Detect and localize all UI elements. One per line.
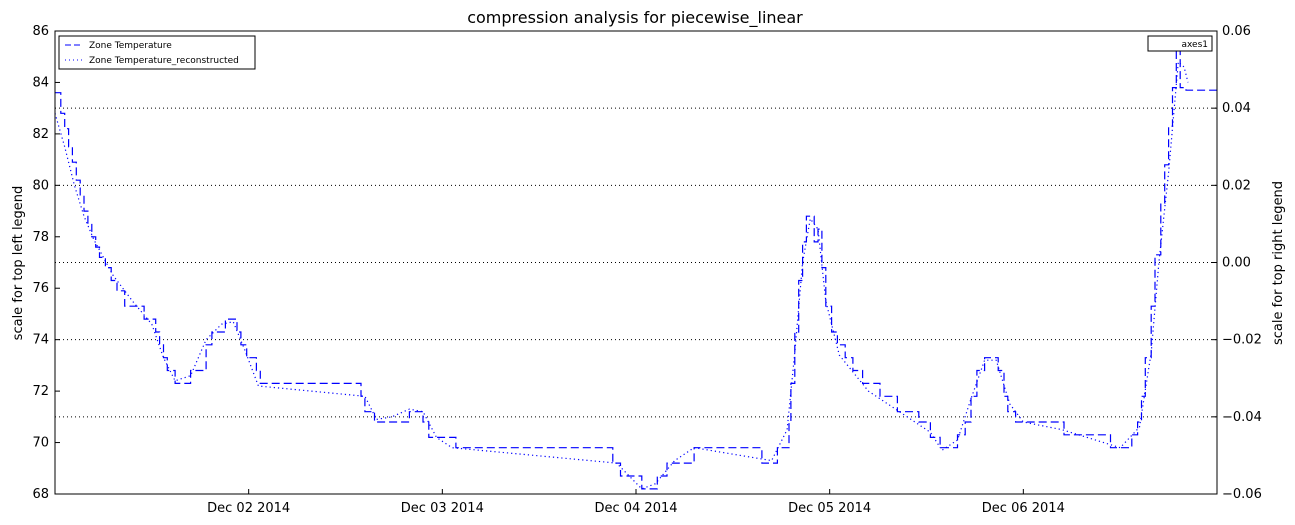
y2-tick-label-1: −0.04	[1222, 410, 1262, 425]
legend-left: Zone Temperature Zone Temperature_recons…	[58, 35, 256, 70]
series-layer	[54, 48, 1217, 490]
y-tick-label-0: 68	[32, 487, 49, 502]
chart-title: compression analysis for piecewise_linea…	[467, 8, 803, 28]
y2-axis-title: scale for top right legend	[1271, 181, 1286, 345]
axis-ticks: 68 70 72 74 76 78 80 82 84 86 −0.06 −0.04 −0.02 0.00 0…	[32, 24, 1261, 516]
y-tick-label-1: 70	[32, 436, 49, 451]
x-tick-label-2: Dec 04 2014	[594, 501, 677, 516]
grid-lines	[55, 107, 1217, 418]
y-tick-label-2: 72	[32, 384, 49, 399]
y-tick-label-3: 74	[32, 333, 49, 348]
legend-left-label-1: Zone Temperature_reconstructed	[89, 56, 239, 66]
series-line-0	[55, 48, 1217, 490]
y-tick-label-9: 86	[32, 24, 49, 39]
y2-tick-label-6: 0.06	[1222, 24, 1251, 39]
y2-tick-label-2: −0.02	[1222, 333, 1262, 348]
x-tick-label-1: Dec 03 2014	[401, 501, 484, 516]
legend-right: axes1	[1147, 35, 1213, 52]
y-axis-title: scale for top left legend	[11, 186, 26, 341]
y2-tick-label-0: −0.06	[1222, 487, 1262, 502]
y2-tick-label-4: 0.02	[1222, 178, 1251, 193]
x-tick-label-0: Dec 02 2014	[207, 501, 290, 516]
x-tick-label-3: Dec 05 2014	[788, 501, 871, 516]
legend-left-label-0: Zone Temperature	[89, 41, 172, 51]
y-tick-label-8: 84	[32, 75, 49, 90]
y-tick-label-6: 80	[32, 178, 49, 193]
y-tick-label-7: 82	[32, 127, 49, 142]
y-tick-label-4: 76	[32, 281, 49, 296]
y2-tick-label-5: 0.04	[1222, 101, 1251, 116]
series-line-1	[54, 60, 1189, 490]
x-tick-label-4: Dec 06 2014	[982, 501, 1065, 516]
y-tick-label-5: 78	[32, 230, 49, 245]
y2-tick-label-3: 0.00	[1222, 256, 1251, 271]
legend-right-label-0: axes1	[1181, 40, 1208, 50]
